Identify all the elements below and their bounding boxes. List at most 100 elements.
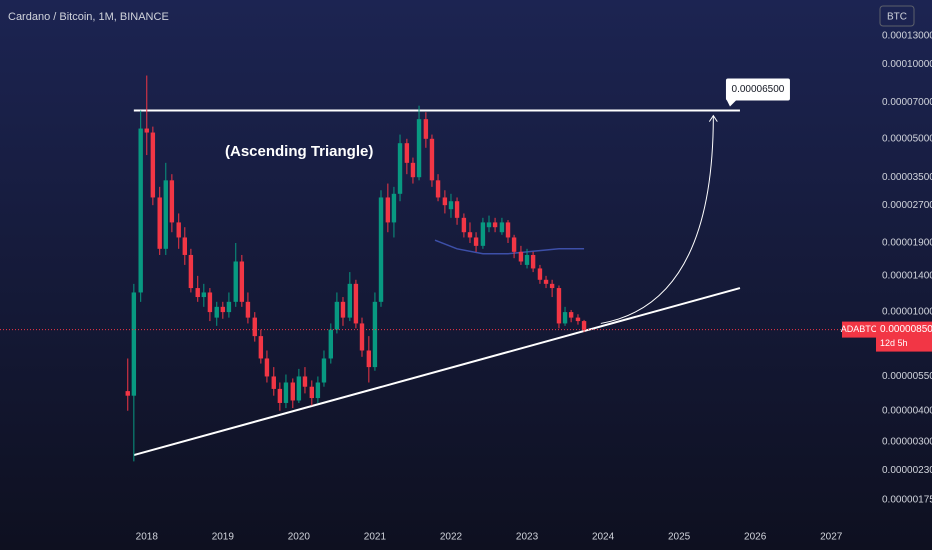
x-tick-label: 2025 <box>668 532 691 543</box>
candle-body <box>302 376 308 387</box>
candle-body <box>486 222 492 228</box>
x-tick-label: 2019 <box>212 532 235 543</box>
candle-body <box>499 222 505 233</box>
candle-body <box>511 237 517 252</box>
candle-body <box>454 201 460 218</box>
arrow <box>600 115 714 324</box>
candle-body <box>404 143 410 163</box>
y-tick-label: 0.00001400 <box>882 271 932 282</box>
candle-body <box>258 336 264 359</box>
candle-body <box>549 283 555 289</box>
currency: BTC <box>887 12 907 23</box>
resistance-label: 0.00006500 <box>732 84 785 95</box>
x-tick-label: 2024 <box>592 532 615 543</box>
y-tick-label: 0.00013000 <box>882 31 932 42</box>
candle-body <box>359 323 365 351</box>
y-tick-label: 0.00000550 <box>882 371 932 382</box>
candle-body <box>366 350 372 368</box>
candle-body <box>207 292 213 313</box>
candle-body <box>138 128 143 293</box>
candle-body <box>581 321 587 330</box>
candle-body <box>556 288 562 324</box>
candle-body <box>169 180 175 223</box>
countdown-label: 12d 5h <box>880 338 908 348</box>
chart-title: Cardano / Bitcoin, 1M, BINANCE <box>8 11 169 23</box>
candle-body <box>271 376 276 389</box>
candle-body <box>492 222 498 228</box>
candle-body <box>328 329 334 359</box>
x-tick-label: 2018 <box>136 532 159 543</box>
candle-body <box>182 237 187 255</box>
trendline <box>133 287 741 457</box>
resistance-label-box <box>725 78 790 101</box>
candle-body <box>144 128 149 133</box>
candle-body <box>416 119 422 178</box>
candle-body <box>442 197 448 206</box>
candle-body <box>480 222 486 246</box>
candle-body <box>518 251 524 262</box>
arrow-head <box>708 114 718 122</box>
candle-body <box>277 388 283 403</box>
candle-body <box>290 382 295 401</box>
candle-body <box>448 201 454 210</box>
x-tick-label: 2023 <box>516 532 539 543</box>
candle-body <box>435 180 441 198</box>
candle-body <box>131 292 137 396</box>
candle-body <box>530 254 536 269</box>
candle-body <box>201 292 207 298</box>
candle-body <box>150 132 156 198</box>
candle-body <box>562 312 568 324</box>
candle-body <box>176 222 181 238</box>
y-tick-label: 0.00003500 <box>882 172 932 183</box>
y-tick-label: 0.00000400 <box>882 405 932 416</box>
x-tick-label: 2026 <box>744 532 767 543</box>
price-box <box>876 321 932 352</box>
candle-body <box>575 317 581 322</box>
y-tick-label: 0.00007000 <box>882 97 932 108</box>
y-tick-label: 0.00000175 <box>882 494 932 505</box>
candle-body <box>385 197 391 223</box>
y-tick-label: 0.00005000 <box>882 133 932 144</box>
candle-body <box>353 283 359 324</box>
price-label: 0.00000850 <box>880 324 932 335</box>
y-tick-label: 0.00000300 <box>882 436 932 447</box>
candle-body <box>568 312 574 318</box>
y-tick-label: 0.00002700 <box>882 200 932 211</box>
candle-body <box>461 217 467 233</box>
candle-body <box>378 197 384 302</box>
y-tick-label: 0.00001900 <box>882 238 932 249</box>
candle-body <box>473 237 479 246</box>
candle-body <box>423 119 429 139</box>
candle-body <box>397 143 403 194</box>
candle-body <box>410 162 416 178</box>
y-tick-label: 0.00001000 <box>882 307 932 318</box>
candle-body <box>188 254 194 289</box>
x-tick-label: 2021 <box>364 532 387 543</box>
candle-body <box>315 382 321 399</box>
y-tick-label: 0.00010000 <box>882 59 932 70</box>
candle-body <box>233 261 238 302</box>
candle-body <box>252 317 257 337</box>
candle-body <box>321 358 327 383</box>
candle-body <box>163 180 168 249</box>
candle-body <box>226 301 232 313</box>
candle-body <box>467 232 473 238</box>
candle-body <box>283 382 289 403</box>
candle-body <box>296 376 302 401</box>
currency-box <box>879 5 915 27</box>
candle-body <box>157 197 162 249</box>
candle-body <box>309 386 315 399</box>
y-tick-label: 0.00000230 <box>882 465 932 476</box>
overlay-line <box>434 239 585 255</box>
candle-body <box>220 306 226 313</box>
x-tick-label: 2020 <box>288 532 311 543</box>
candle-body <box>543 279 549 284</box>
candle-body <box>537 268 543 280</box>
candle-body <box>334 301 340 330</box>
candle-body <box>214 306 219 318</box>
candle-body <box>429 138 435 181</box>
x-tick-label: 2027 <box>820 532 843 543</box>
candle-body <box>347 283 353 318</box>
